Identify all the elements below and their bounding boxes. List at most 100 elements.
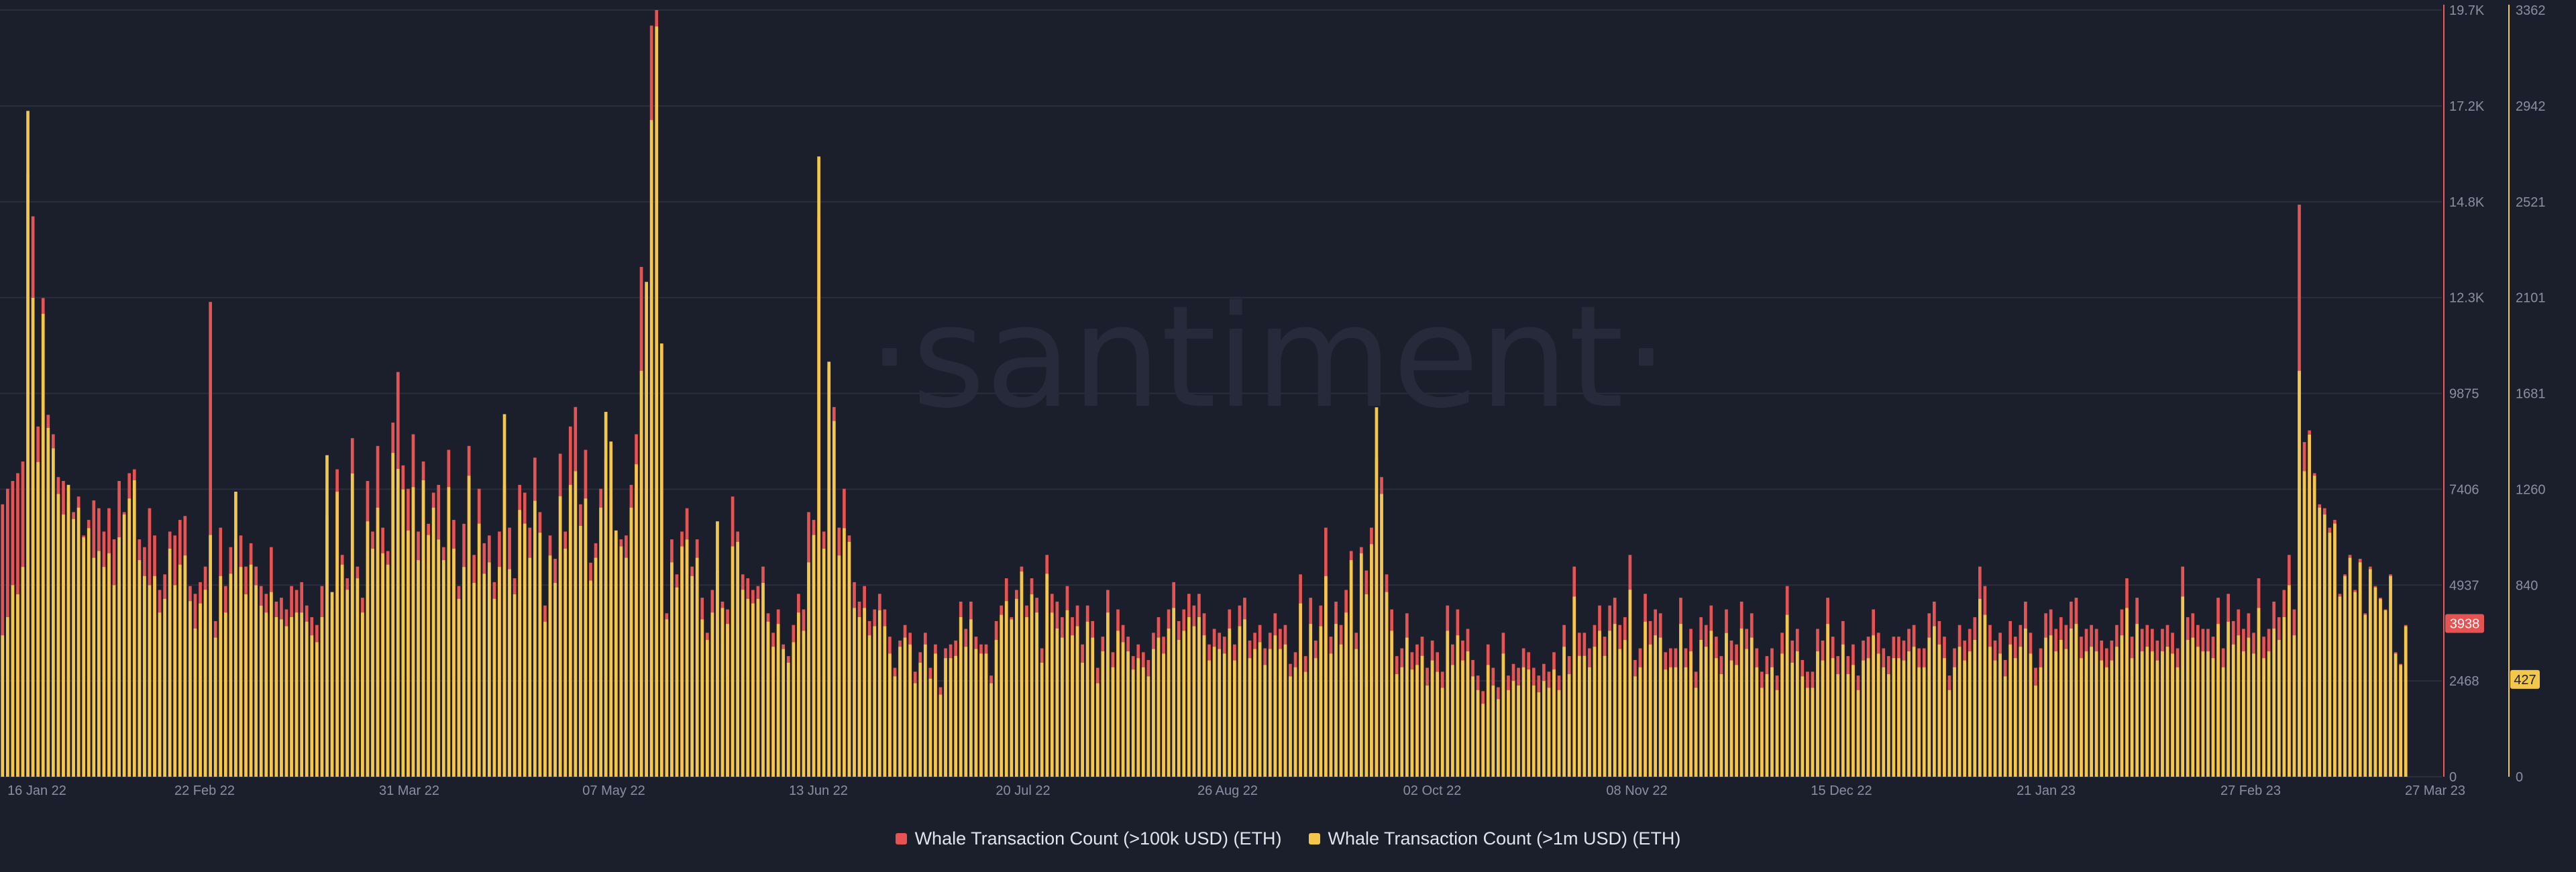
bar-1m [2318,507,2322,777]
y-left-tick-label: 7406 [2449,482,2479,497]
bar-1m [1071,635,1074,777]
bar-1m [2399,665,2403,777]
bar-1m [812,535,816,777]
bar-1m [533,500,537,777]
y-right-tick-label: 3362 [2516,3,2546,18]
bar-1m [964,647,968,777]
bar-1m [1755,667,1759,777]
bar-1m [1248,658,1252,777]
bar-1m [1532,686,1536,777]
bar-1m [56,494,60,777]
bar-1m [1922,667,1926,777]
bar-1m [1055,629,1059,777]
bar-1m [249,564,253,777]
bar-1m [2353,592,2357,777]
bar-1m [1410,669,1414,777]
bar-1m [2181,596,2185,777]
bar-1m [1263,665,1267,777]
bar-1m [1719,674,1723,777]
y-right-tick-label: 2101 [2516,291,2546,306]
bar-1m [538,533,542,777]
bar-1m [918,663,922,777]
bar-1m [2262,658,2265,777]
bar-1m [1218,649,1222,777]
bar-1m [802,631,806,777]
bar-1m [635,464,638,777]
bar-1m [1998,653,2002,777]
bar-1m [1091,637,1095,777]
bar-1m [1354,649,1358,777]
bar-1m [1790,663,1794,777]
bar-1m [2216,624,2220,777]
bar-1m [87,528,91,777]
legend-swatch-1m [1308,832,1320,844]
bar-1m [1400,667,1404,777]
y-right-tick-label: 840 [2516,578,2538,593]
bar-1m [472,583,476,777]
bar-1m [305,621,309,777]
bar-1m [482,574,486,777]
bar-1m [234,492,237,777]
bar-1m [863,608,866,777]
bar-1m [259,606,263,777]
y-left-tick-label: 19.7K [2449,3,2485,18]
bar-1m [1000,614,1004,777]
legend-item-100k[interactable]: Whale Transaction Count (>100k USD) (ETH… [895,828,1282,849]
bar-1m [244,594,248,777]
bar-1m [1334,624,1338,777]
bar-1m [2115,647,2118,777]
bar-1m [786,663,790,777]
bar-1m [1552,669,1556,777]
bar-1m [1765,674,1769,777]
bar-1m [2242,651,2245,777]
x-tick-label: 31 Mar 22 [379,783,439,798]
bar-1m [2221,667,2225,777]
bar-1m [270,592,273,777]
bar-1m [5,617,9,777]
bar-1m [447,487,451,777]
bar-1m [1613,624,1617,777]
bar-1m [16,594,19,777]
bar-1m [467,476,471,777]
bar-1m [1907,651,1911,777]
bar-1m [1359,553,1363,777]
bar-1m [893,676,897,777]
bar-1m [1095,683,1099,777]
legend-item-1m[interactable]: Whale Transaction Count (>1m USD) (ETH) [1308,828,1680,849]
bar-1m [345,590,350,777]
bar-1m [645,282,648,777]
bar-1m [1222,653,1226,777]
bar-1m [66,484,70,777]
bar-1m [2044,637,2047,777]
bar-1m [132,480,136,777]
bar-1m [1187,617,1191,777]
bar-1m [457,598,461,777]
bar-1m [528,557,532,777]
bar-1m [431,507,435,777]
bar-1m [1679,624,1682,777]
bar-1m [883,626,887,777]
y-right-tick-label: 1260 [2516,482,2546,497]
bar-1m [1598,631,1601,777]
bar-1m [1735,665,1738,777]
bar-1m [1035,612,1038,777]
legend-swatch-100k [895,832,907,844]
bar-1m [1065,610,1069,777]
bar-1m [1380,494,1383,777]
bar-1m [76,507,80,777]
bar-1m [1045,574,1049,777]
bar-1m [553,583,557,777]
bar-1m [1476,690,1480,777]
bar-1m [254,585,258,777]
bar-1m [498,567,501,777]
bar-1m [1557,690,1561,777]
bar-1m [2272,629,2276,777]
bar-1m [1116,631,1120,777]
bar-1m [867,635,871,777]
bar-1m [1862,660,1865,777]
bar-1m [350,473,354,777]
bar-1m [853,608,856,777]
bar-1m [670,562,674,777]
bar-1m [523,523,527,777]
bar-1m [609,441,613,777]
